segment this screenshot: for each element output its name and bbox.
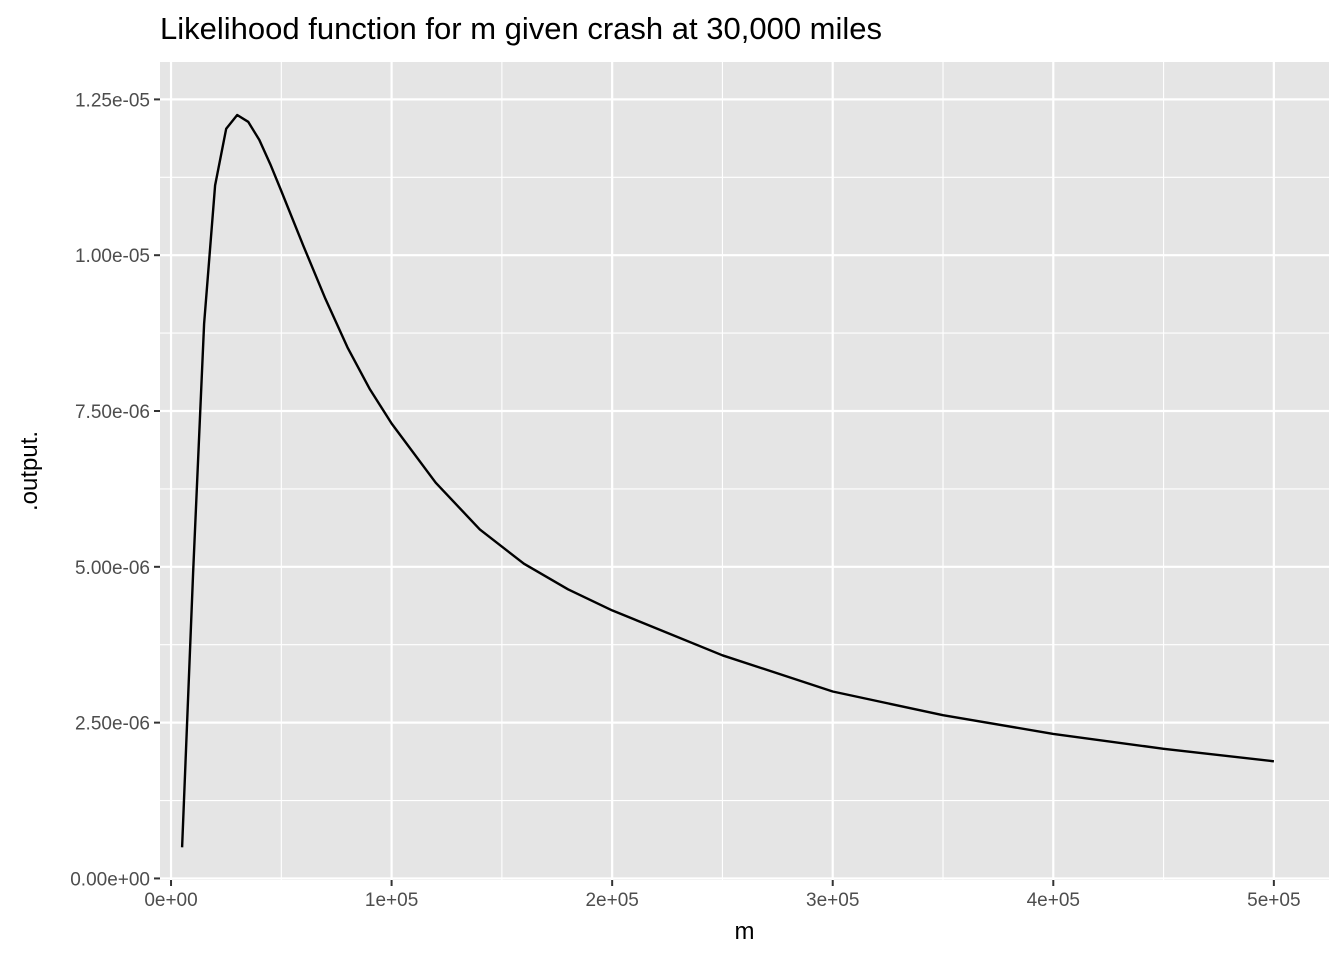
y-tick-label: 2.50e-06 xyxy=(75,714,150,735)
x-tick-label: 5e+05 xyxy=(1247,890,1300,911)
minor-gridlines xyxy=(160,62,1329,880)
y-axis-title: .output. xyxy=(16,431,43,511)
x-axis: 0e+00 1e+05 2e+05 3e+05 4e+05 5e+05 xyxy=(144,880,1301,911)
x-tick-label: 1e+05 xyxy=(365,890,418,911)
y-tick-label: 1.25e-05 xyxy=(75,90,150,111)
y-tick-label: 1.00e-05 xyxy=(75,246,150,267)
x-tick-label: 4e+05 xyxy=(1027,890,1080,911)
y-tick-label: 5.00e-06 xyxy=(75,558,150,579)
y-tick-label: 7.50e-06 xyxy=(75,402,150,423)
x-tick-label: 2e+05 xyxy=(585,890,638,911)
likelihood-curve xyxy=(180,113,1275,848)
chart-title: Likelihood function for m given crash at… xyxy=(160,11,882,46)
y-tick-label: 0.00e+00 xyxy=(70,869,150,890)
major-gridlines xyxy=(160,62,1329,880)
x-axis-title: m xyxy=(735,918,755,945)
plot-panel xyxy=(160,62,1329,880)
y-axis: 0.00e+00 2.50e-06 5.00e-06 7.50e-06 1.00e-05… xyxy=(70,90,160,890)
x-tick-label: 0e+00 xyxy=(144,890,197,911)
x-tick-label: 3e+05 xyxy=(806,890,859,911)
